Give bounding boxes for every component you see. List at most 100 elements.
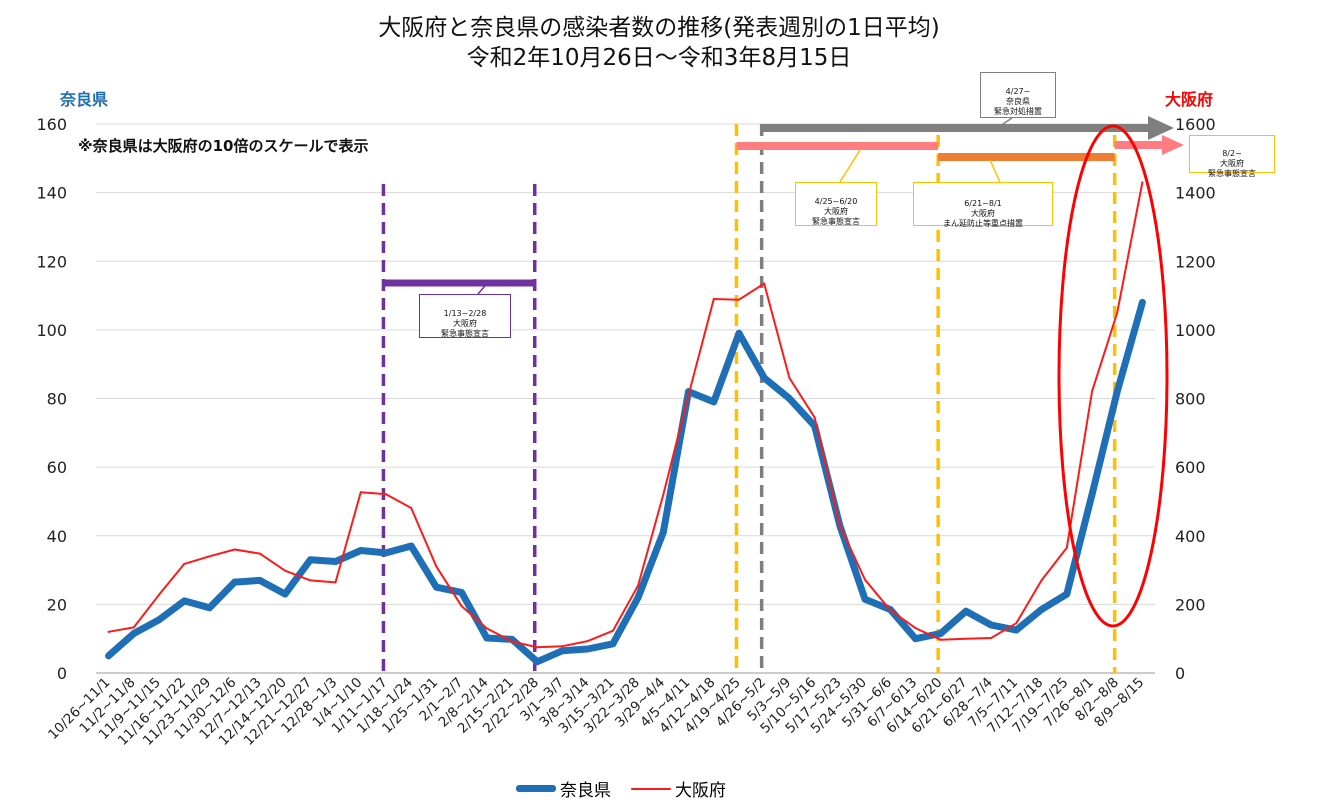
data-point — [158, 593, 161, 596]
data-point — [813, 416, 816, 419]
series-line-nara — [105, 298, 1146, 666]
callout-osaka-priority: 6/21~8/1 大阪府 まん延防止等重点措置 — [913, 182, 1053, 228]
data-point — [511, 640, 514, 643]
data-point — [1063, 590, 1071, 598]
data-point — [107, 630, 110, 633]
data-point — [1141, 181, 1144, 184]
data-point — [1113, 388, 1121, 396]
data-point — [637, 584, 640, 587]
data-point — [735, 329, 743, 337]
y-right-tick-label: 800 — [1175, 390, 1206, 409]
data-point — [687, 394, 690, 397]
data-point — [1090, 390, 1093, 393]
data-point — [611, 629, 614, 632]
data-point — [1116, 311, 1119, 314]
data-point — [1065, 546, 1068, 549]
data-point — [788, 376, 791, 379]
data-point — [132, 626, 135, 629]
data-point — [183, 562, 186, 565]
y-right-tick-label: 1400 — [1175, 184, 1216, 203]
y-left-tick-label: 0 — [57, 664, 67, 683]
data-point — [962, 607, 970, 615]
data-point — [105, 652, 113, 660]
data-point — [737, 298, 740, 301]
data-point — [861, 595, 869, 603]
data-point — [334, 581, 337, 584]
callout-osaka-emergency-1: 1/13~2/28 大阪府 緊急事態宣言 — [419, 294, 511, 338]
data-point — [586, 640, 589, 643]
chart-subtitle: 令和2年10月26日～令和3年8月15日 — [466, 45, 852, 71]
data-point — [838, 524, 841, 527]
data-point — [231, 578, 239, 586]
series-line-osaka — [107, 181, 1144, 649]
chart-title: 大阪府と奈良県の感染者数の推移(発表週別の1日平均) — [378, 15, 940, 41]
chart-legend: 奈良県 大阪府 — [516, 776, 746, 801]
y-right-tick-label: 200 — [1175, 595, 1206, 614]
callout-nara-emergency-text: 4/27~ 奈良県 緊急対処措置 — [994, 87, 1042, 116]
callout-osaka-emergency-2: 4/25~6/20 大阪府 緊急事態宣言 — [795, 182, 877, 226]
callout-pointer — [477, 279, 491, 295]
scale-note: ※奈良県は大阪府の10倍のスケールで表示 — [78, 137, 369, 155]
data-point — [155, 616, 163, 624]
y-right-tick-label: 1200 — [1175, 252, 1216, 271]
data-point — [609, 640, 617, 648]
data-point — [460, 605, 463, 608]
legend-item-osaka: 大阪府 — [631, 776, 726, 801]
y-left-tick-label: 40 — [47, 527, 67, 546]
data-point — [763, 282, 766, 285]
data-point — [382, 549, 390, 557]
data-point — [864, 578, 867, 581]
data-point — [332, 558, 339, 565]
data-point — [937, 630, 945, 637]
data-point — [483, 634, 491, 642]
data-point — [914, 627, 917, 630]
data-point — [533, 658, 541, 666]
data-point — [1012, 626, 1020, 634]
data-point — [987, 621, 995, 629]
data-point — [233, 548, 236, 551]
callout-pointer — [999, 117, 1013, 127]
data-point — [964, 637, 967, 640]
y-right-tick-label: 400 — [1175, 527, 1206, 546]
y-left-tick-label: 80 — [47, 390, 67, 409]
callout-osaka-priority-text: 6/21~8/1 大阪府 まん延防止等重点措置 — [943, 199, 1023, 228]
callout-pointer — [989, 159, 1001, 183]
data-point — [485, 627, 488, 630]
callout-osaka-emergency-3-text: 8/2~ 大阪府 緊急事態宣言 — [1208, 149, 1256, 178]
highlight-ellipse — [1057, 124, 1169, 628]
y-right-tick-label: 0 — [1175, 664, 1185, 683]
left-axis-label: 奈良県 — [60, 90, 109, 109]
data-point — [1088, 491, 1096, 498]
data-point — [785, 395, 793, 402]
data-point — [634, 594, 642, 601]
data-point — [309, 579, 312, 582]
y-left-tick-label: 120 — [36, 252, 67, 271]
y-left-tick-label: 60 — [47, 458, 67, 477]
data-point — [180, 597, 188, 605]
data-point — [432, 583, 440, 591]
period-arrowhead-osaka — [1162, 135, 1184, 155]
data-point — [284, 569, 287, 572]
data-point — [384, 493, 387, 496]
data-point — [939, 638, 942, 641]
data-point — [1138, 299, 1146, 306]
legend-item-nara: 奈良県 — [516, 776, 611, 801]
data-point — [258, 552, 261, 555]
legend-swatch-nara — [516, 785, 556, 792]
data-point — [712, 297, 715, 300]
data-point — [561, 645, 564, 648]
callout-osaka-emergency-3: 8/2~ 大阪府 緊急事態宣言 — [1189, 135, 1275, 178]
data-point — [281, 590, 289, 598]
data-point — [912, 635, 919, 643]
data-point — [410, 506, 413, 509]
data-point — [659, 528, 667, 536]
data-point — [357, 547, 365, 554]
data-point — [256, 576, 264, 584]
y-right-tick-label: 1600 — [1175, 115, 1216, 134]
legend-label-osaka: 大阪府 — [675, 781, 726, 801]
data-point — [435, 565, 438, 568]
data-point — [710, 398, 718, 406]
data-point — [206, 604, 213, 612]
y-right-tick-label: 1000 — [1175, 321, 1216, 340]
